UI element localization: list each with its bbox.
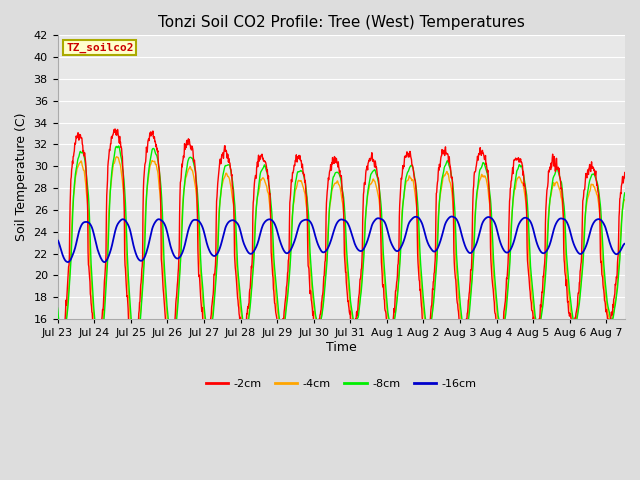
- Legend: -2cm, -4cm, -8cm, -16cm: -2cm, -4cm, -8cm, -16cm: [202, 374, 481, 393]
- Y-axis label: Soil Temperature (C): Soil Temperature (C): [15, 113, 28, 241]
- Title: Tonzi Soil CO2 Profile: Tree (West) Temperatures: Tonzi Soil CO2 Profile: Tree (West) Temp…: [157, 15, 525, 30]
- Text: TZ_soilco2: TZ_soilco2: [66, 42, 134, 53]
- X-axis label: Time: Time: [326, 341, 356, 354]
